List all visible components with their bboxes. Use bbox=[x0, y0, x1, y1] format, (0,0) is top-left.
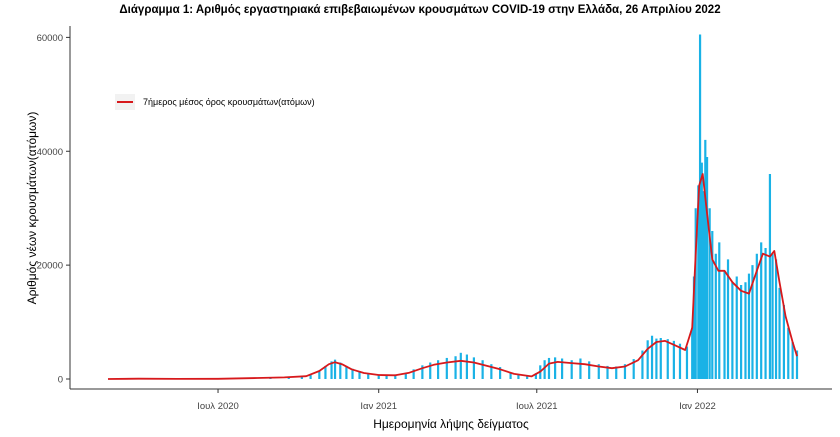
y-axis-ticks: 0 20000 40000 60000 bbox=[37, 33, 70, 386]
moving-average-line bbox=[107, 173, 798, 380]
line-series-layer bbox=[107, 173, 798, 380]
legend: 7ήμερος μέσος όρος κρουσμάτων(ατόμων) bbox=[115, 94, 315, 110]
chart-title: Διάγραμμα 1: Αριθμός εργαστηριακά επιβεβ… bbox=[119, 4, 721, 16]
y-tick-label: 40000 bbox=[37, 147, 63, 158]
y-tick-label: 20000 bbox=[37, 261, 63, 272]
x-tick-label: Ιαν 2021 bbox=[360, 401, 397, 412]
bar-series bbox=[106, 34, 799, 379]
x-tick-label: Ιαν 2022 bbox=[679, 401, 716, 412]
legend-label: 7ήμερος μέσος όρος κρουσμάτων(ατόμων) bbox=[143, 97, 315, 107]
x-tick-label: Ιουλ 2020 bbox=[197, 401, 239, 412]
x-tick-label: Ιουλ 2021 bbox=[516, 401, 558, 412]
x-axis-title: Ημερομηνία λήψης δείγματος bbox=[373, 417, 529, 431]
y-axis-title: Αριθμός νέων κρουσμάτων(ατόμων) bbox=[25, 112, 39, 305]
x-axis-ticks: Ιουλ 2020 Ιαν 2021 Ιουλ 2021 Ιαν 2022 bbox=[197, 389, 716, 412]
y-tick-label: 0 bbox=[58, 375, 63, 386]
y-tick-label: 60000 bbox=[37, 33, 63, 44]
